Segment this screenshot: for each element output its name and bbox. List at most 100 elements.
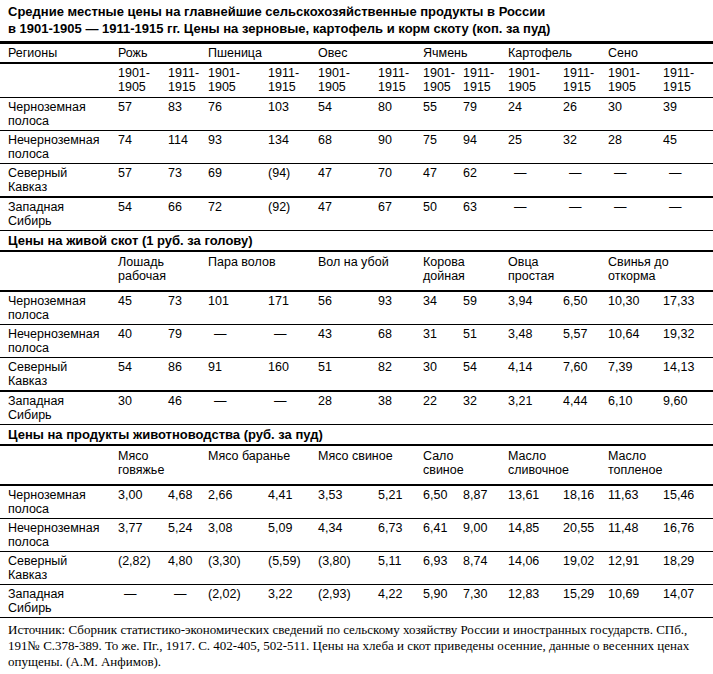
table-row: Нечерноземная полоса4079——436831513,485,… bbox=[0, 325, 713, 358]
value-cell: (2,82) bbox=[110, 552, 160, 585]
value-cell: 32 bbox=[555, 131, 600, 164]
region-label: Северный Кавказ bbox=[0, 358, 110, 392]
value-cell: — bbox=[500, 164, 555, 198]
column-group-sheep: Овца простая bbox=[500, 252, 600, 291]
column-group-wheat: Пшеница bbox=[200, 44, 310, 63]
value-cell: 4,68 bbox=[160, 485, 200, 519]
table-row: Западная Сибирь3046——283822323,214,446,1… bbox=[0, 391, 713, 425]
column-group-pig: Свинья до откорма bbox=[600, 252, 713, 291]
value-cell: 25 bbox=[500, 131, 555, 164]
column-group-header-row: Лошадь рабочая Пара волов Вол на убой Ко… bbox=[0, 252, 713, 291]
value-cell: 57 bbox=[110, 164, 160, 198]
value-cell: 76 bbox=[200, 98, 260, 131]
value-cell: — bbox=[555, 197, 600, 231]
value-cell: 18,16 bbox=[555, 485, 600, 519]
value-cell: 14,13 bbox=[655, 358, 713, 392]
region-label: Черноземная полоса bbox=[0, 485, 110, 519]
value-cell: 10,69 bbox=[600, 585, 655, 618]
value-cell: 82 bbox=[370, 358, 415, 392]
table-row: Нечерноземная полоса74114931346890759425… bbox=[0, 131, 713, 164]
column-group-potato: Картофель bbox=[500, 44, 600, 63]
value-cell: 6,50 bbox=[555, 291, 600, 325]
value-cell: 47 bbox=[415, 164, 455, 198]
value-cell: 15,46 bbox=[655, 485, 713, 519]
value-cell: 103 bbox=[260, 98, 310, 131]
value-cell: 6,50 bbox=[415, 485, 455, 519]
value-cell: — bbox=[500, 197, 555, 231]
value-cell: 45 bbox=[655, 131, 713, 164]
title-line-1: Средние местные цены на главнейшие сельс… bbox=[8, 3, 705, 20]
region-label: Западная Сибирь bbox=[0, 585, 110, 618]
value-cell: 63 bbox=[455, 197, 500, 231]
value-cell: 51 bbox=[310, 358, 370, 392]
value-cell: 73 bbox=[160, 291, 200, 325]
value-cell: 47 bbox=[310, 164, 370, 198]
value-cell: 54 bbox=[310, 98, 370, 131]
column-group-slaughter-ox: Вол на убой bbox=[310, 252, 415, 291]
value-cell: 15,29 bbox=[555, 585, 600, 618]
column-group-lard: Сало свиное bbox=[415, 446, 500, 485]
year-header: 1911- 1915 bbox=[555, 63, 600, 98]
value-cell: 34 bbox=[415, 291, 455, 325]
value-cell: 50 bbox=[415, 197, 455, 231]
value-cell: — bbox=[260, 325, 310, 358]
value-cell: 11,63 bbox=[600, 485, 655, 519]
value-cell: 4,80 bbox=[160, 552, 200, 585]
value-cell: 4,41 bbox=[260, 485, 310, 519]
value-cell: (92) bbox=[260, 197, 310, 231]
value-cell: 73 bbox=[160, 164, 200, 198]
column-group-butter: Масло сливочное bbox=[500, 446, 600, 485]
value-cell: — bbox=[655, 197, 713, 231]
value-cell: 14,06 bbox=[500, 552, 555, 585]
value-cell: — bbox=[200, 325, 260, 358]
value-cell: — bbox=[110, 585, 160, 618]
column-group-pork: Мясо свиное bbox=[310, 446, 415, 485]
region-label: Северный Кавказ bbox=[0, 164, 110, 198]
year-header: 1911- 1915 bbox=[160, 63, 200, 98]
value-cell: 20,55 bbox=[555, 519, 600, 552]
value-cell: 3,00 bbox=[110, 485, 160, 519]
value-cell: 79 bbox=[160, 325, 200, 358]
region-label: Западная Сибирь bbox=[0, 391, 110, 425]
value-cell: 6,41 bbox=[415, 519, 455, 552]
table-row: Западная Сибирь546672(92)47675063———— bbox=[0, 197, 713, 231]
year-header: 1911- 1915 bbox=[655, 63, 713, 98]
region-label: Нечерноземная полоса bbox=[0, 131, 110, 164]
value-cell: 4,44 bbox=[555, 391, 600, 425]
value-cell: 3,22 bbox=[260, 585, 310, 618]
value-cell: 3,53 bbox=[310, 485, 370, 519]
value-cell: 83 bbox=[160, 98, 200, 131]
value-cell: 39 bbox=[655, 98, 713, 131]
value-cell: 3,21 bbox=[500, 391, 555, 425]
value-cell: 30 bbox=[600, 98, 655, 131]
column-group-mutton: Мясо баранье bbox=[200, 446, 310, 485]
animal-products-prices-table: Мясо говяжье Мясо баранье Мясо свиное Са… bbox=[0, 446, 713, 618]
value-cell: 54 bbox=[455, 358, 500, 392]
value-cell: 93 bbox=[370, 291, 415, 325]
year-header: 1901- 1905 bbox=[500, 63, 555, 98]
value-cell: 17,33 bbox=[655, 291, 713, 325]
value-cell: 94 bbox=[455, 131, 500, 164]
value-cell: 75 bbox=[415, 131, 455, 164]
year-header: 1911- 1915 bbox=[370, 63, 415, 98]
column-group-oats: Овес bbox=[310, 44, 415, 63]
value-cell: 134 bbox=[260, 131, 310, 164]
livestock-section-header: Цены на живой скот (1 руб. за голову) bbox=[0, 231, 713, 252]
value-cell: 5,21 bbox=[370, 485, 415, 519]
value-cell: 16,76 bbox=[655, 519, 713, 552]
value-cell: 13,61 bbox=[500, 485, 555, 519]
value-cell: 57 bbox=[110, 98, 160, 131]
value-cell: — bbox=[260, 391, 310, 425]
region-label: Нечерноземная полоса bbox=[0, 519, 110, 552]
value-cell: (3,80) bbox=[310, 552, 370, 585]
table-row: Северный Кавказ577369(94)47704762———— bbox=[0, 164, 713, 198]
value-cell: 18,29 bbox=[655, 552, 713, 585]
value-cell: 9,00 bbox=[455, 519, 500, 552]
value-cell: 93 bbox=[200, 131, 260, 164]
source-footnote: Источник: Сборник статистико-экономическ… bbox=[0, 618, 713, 672]
value-cell: 5,11 bbox=[370, 552, 415, 585]
value-cell: 160 bbox=[260, 358, 310, 392]
value-cell: 3,77 bbox=[110, 519, 160, 552]
value-cell: 79 bbox=[455, 98, 500, 131]
value-cell: 7,30 bbox=[455, 585, 500, 618]
